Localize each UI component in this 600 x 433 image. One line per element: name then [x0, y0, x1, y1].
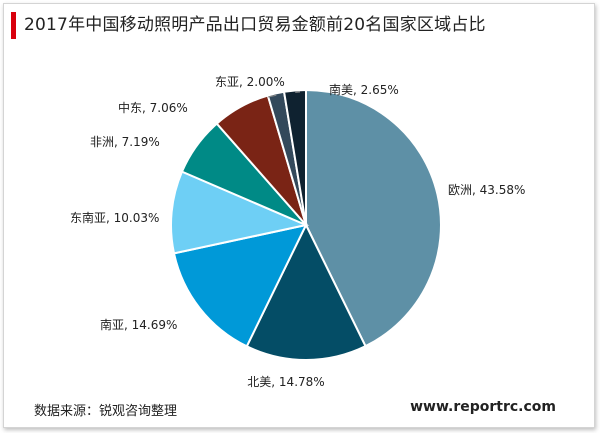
pie-slice-3 — [172, 223, 308, 348]
leader-line-7 — [267, 94, 277, 98]
data-source-note: 数据来源：锐观咨询整理 — [34, 404, 178, 419]
title-accent-bar — [11, 12, 16, 39]
data-label-2: 北美, 14.78% — [247, 375, 324, 389]
data-label-7: 东亚, 2.00% — [215, 75, 285, 89]
data-label-4: 东南亚, 10.03% — [70, 210, 159, 225]
data-label-8: 南美, 2.65% — [329, 82, 399, 97]
pie-slice-4 — [169, 170, 310, 255]
pie-slice-2 — [245, 222, 367, 361]
data-label-6: 中东, 7.06% — [118, 100, 188, 115]
pie-slice-1 — [305, 88, 442, 348]
data-label-1: 欧洲, 43.58% — [448, 183, 525, 197]
data-label-3: 南亚, 14.69% — [100, 317, 177, 332]
pie-slice-8 — [282, 88, 307, 226]
chart-title: 2017年中国移动照明产品出口贸易金额前20名国家区域占比 — [24, 15, 486, 35]
data-label-5: 非洲, 7.19% — [90, 135, 160, 149]
website-watermark: www.reportrc.com — [410, 399, 556, 415]
